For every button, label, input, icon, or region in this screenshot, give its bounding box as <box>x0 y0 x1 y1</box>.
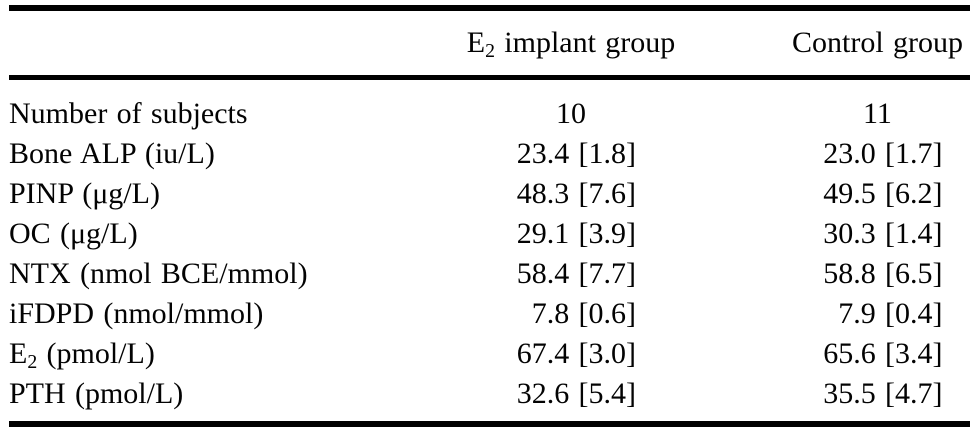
control-value: 49.5 [6.2] <box>785 174 970 214</box>
e2-group-label: E <box>466 26 486 59</box>
row-label-text: PINP (μg/L) <box>9 177 160 210</box>
control-value-text: 49.5 [6.2] <box>823 177 943 210</box>
row-label-text: E <box>9 337 28 370</box>
control-value: 11 <box>785 78 970 135</box>
column-header-empty <box>9 8 357 78</box>
table-container: E2 implant group Control group Number of… <box>9 5 970 427</box>
row-label-text: iFDPD (nmol/mmol) <box>9 297 264 330</box>
row-label: Bone ALP (iu/L) <box>9 134 357 174</box>
control-value: 65.6 [3.4] <box>785 334 970 374</box>
e2-value-text: 23.4 [1.8] <box>516 137 636 170</box>
control-value: 30.3 [1.4] <box>785 214 970 254</box>
e2-value: 29.1 [3.9] <box>357 214 785 254</box>
control-value: 7.9 [0.4] <box>785 294 970 334</box>
e2-value: 48.3 [7.6] <box>357 174 785 214</box>
e2-value-text: 10 <box>556 97 586 130</box>
control-value-text: 11 <box>863 97 892 130</box>
table-row: Bone ALP (iu/L) 23.4 [1.8] 23.0 [1.7] <box>9 134 970 174</box>
table-body: Number of subjects 10 11 Bone ALP (iu/L)… <box>9 78 970 425</box>
row-label: E2 (pmol/L) <box>9 334 357 374</box>
e2-value-text: 48.3 [7.6] <box>516 177 636 210</box>
table-row: OC (μg/L) 29.1 [3.9] 30.3 [1.4] <box>9 214 970 254</box>
table-row: iFDPD (nmol/mmol) 7.8 [0.6] 7.9 [0.4] <box>9 294 970 334</box>
e2-group-subscript: 2 <box>485 39 495 62</box>
table-row: Number of subjects 10 11 <box>9 78 970 135</box>
e2-value: 58.4 [7.7] <box>357 254 785 294</box>
row-label: Number of subjects <box>9 78 357 135</box>
row-label-text: OC (μg/L) <box>9 217 138 250</box>
row-label: PINP (μg/L) <box>9 174 357 214</box>
results-table: E2 implant group Control group Number of… <box>9 5 970 427</box>
e2-value: 32.6 [5.4] <box>357 374 785 424</box>
e2-value-text: 29.1 [3.9] <box>516 217 636 250</box>
control-value-text: 30.3 [1.4] <box>823 217 943 250</box>
control-value-text: 7.9 [0.4] <box>838 297 943 330</box>
table-header: E2 implant group Control group <box>9 8 970 78</box>
table-row: PTH (pmol/L) 32.6 [5.4] 35.5 [4.7] <box>9 374 970 424</box>
row-label: OC (μg/L) <box>9 214 357 254</box>
row-label-rest: (pmol/L) <box>37 337 155 370</box>
row-label-subscript: 2 <box>27 350 38 373</box>
row-label-text: PTH (pmol/L) <box>9 377 184 410</box>
e2-value-text: 7.8 [0.6] <box>531 297 636 330</box>
column-header-control-group: Control group <box>785 8 970 78</box>
table-row: PINP (μg/L) 48.3 [7.6] 49.5 [6.2] <box>9 174 970 214</box>
control-value: 35.5 [4.7] <box>785 374 970 424</box>
column-header-e2-group: E2 implant group <box>357 8 785 78</box>
control-group-label: Control group <box>792 26 963 59</box>
row-label-text: NTX (nmol BCE/mmol) <box>9 257 308 290</box>
row-label: NTX (nmol BCE/mmol) <box>9 254 357 294</box>
control-value-text: 65.6 [3.4] <box>823 337 943 370</box>
control-value-text: 35.5 [4.7] <box>823 377 943 410</box>
e2-value: 10 <box>357 78 785 135</box>
row-label-text: Bone ALP (iu/L) <box>9 137 215 170</box>
table-row: NTX (nmol BCE/mmol) 58.4 [7.7] 58.8 [6.5… <box>9 254 970 294</box>
e2-value: 7.8 [0.6] <box>357 294 785 334</box>
row-label: PTH (pmol/L) <box>9 374 357 424</box>
e2-value-text: 67.4 [3.0] <box>516 337 636 370</box>
control-value-text: 23.0 [1.7] <box>823 137 943 170</box>
row-label: iFDPD (nmol/mmol) <box>9 294 357 334</box>
table-row: E2 (pmol/L) 67.4 [3.0] 65.6 [3.4] <box>9 334 970 374</box>
e2-value-text: 58.4 [7.7] <box>516 257 636 290</box>
control-value: 23.0 [1.7] <box>785 134 970 174</box>
e2-group-label-rest: implant group <box>494 26 676 59</box>
control-value-text: 58.8 [6.5] <box>823 257 943 290</box>
control-value: 58.8 [6.5] <box>785 254 970 294</box>
e2-value: 67.4 [3.0] <box>357 334 785 374</box>
e2-value: 23.4 [1.8] <box>357 134 785 174</box>
e2-value-text: 32.6 [5.4] <box>516 377 636 410</box>
header-row: E2 implant group Control group <box>9 8 970 78</box>
row-label-text: Number of subjects <box>9 97 248 130</box>
